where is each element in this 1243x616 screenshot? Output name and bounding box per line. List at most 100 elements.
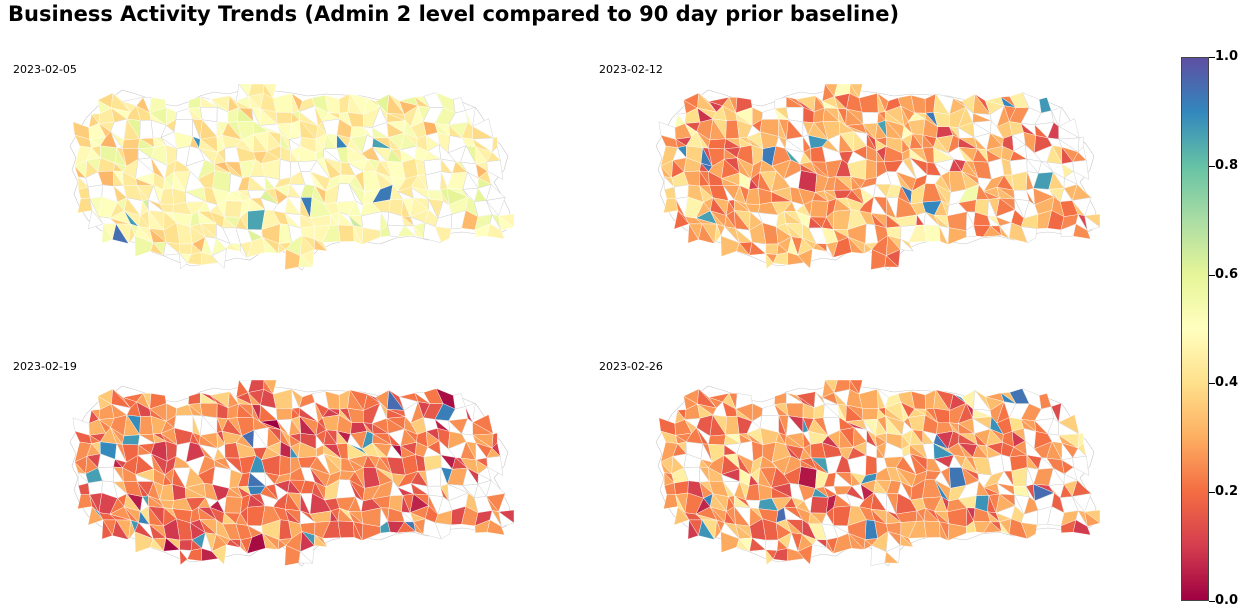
- district-region: [101, 223, 113, 244]
- district-region: [122, 138, 140, 150]
- district-region: [498, 511, 514, 527]
- district-region: [708, 138, 726, 150]
- district-region: [434, 226, 452, 244]
- district-region: [101, 519, 113, 540]
- district-region: [1020, 226, 1038, 244]
- district-region: [698, 519, 716, 540]
- panel-date-label: 2023-02-26: [599, 360, 663, 373]
- district-region: [765, 549, 774, 566]
- district-region: [279, 454, 292, 476]
- district-region: [983, 521, 1003, 534]
- district-region: [749, 537, 767, 552]
- district-region: [939, 521, 949, 541]
- district-region: [353, 225, 363, 245]
- colorbar-tick-label: 0.0: [1215, 593, 1239, 608]
- district-region: [1038, 97, 1052, 114]
- district-region: [199, 107, 218, 123]
- district-region: [87, 184, 103, 199]
- panel-date-label: 2023-02-12: [599, 63, 663, 76]
- choropleth-map: [69, 380, 514, 567]
- district-region: [128, 224, 135, 245]
- district-region: [848, 532, 865, 550]
- district-region: [262, 236, 279, 254]
- district-region: [749, 241, 767, 256]
- district-region: [179, 243, 193, 255]
- district-region: [810, 200, 829, 218]
- figure-title: Business Activity Trends (Admin 2 level …: [8, 2, 900, 26]
- colorbar-tick-label: 0.8: [1215, 157, 1239, 173]
- district-region: [774, 392, 787, 405]
- district-region: [999, 521, 1010, 535]
- district-region: [298, 255, 314, 268]
- district-region: [313, 534, 328, 548]
- district-region: [1072, 519, 1091, 536]
- district-region: [1084, 215, 1100, 231]
- district-region: [863, 539, 873, 550]
- district-region: [188, 392, 201, 405]
- district-region: [112, 519, 130, 540]
- district-region: [810, 496, 829, 514]
- district-region: [1020, 522, 1038, 540]
- district-region: [452, 97, 466, 114]
- district-region: [275, 408, 293, 421]
- district-region: [861, 408, 879, 421]
- district-region: [240, 539, 248, 554]
- district-region: [122, 434, 140, 446]
- district-region: [224, 200, 243, 218]
- district-region: [87, 506, 104, 526]
- district-region: [397, 521, 417, 534]
- district-region: [765, 539, 779, 551]
- colorbar-tick: [1209, 57, 1215, 58]
- colorbar-tick: [1209, 383, 1215, 385]
- district-region: [812, 243, 827, 252]
- district-region: [714, 224, 721, 245]
- district-region: [698, 223, 716, 244]
- district-region: [452, 393, 466, 410]
- district-region: [498, 215, 514, 231]
- district-region: [865, 454, 878, 476]
- district-region: [785, 107, 804, 123]
- district-region: [1072, 160, 1090, 180]
- district-region: [240, 243, 248, 258]
- district-region: [736, 538, 751, 552]
- district-region: [112, 223, 130, 244]
- district-region: [848, 236, 865, 254]
- district-region: [774, 96, 787, 109]
- district-region: [179, 539, 193, 551]
- district-region: [797, 544, 813, 565]
- district-region: [673, 210, 690, 230]
- colorbar-tick: [1209, 601, 1215, 602]
- district-region: [353, 521, 363, 541]
- district-region: [923, 520, 941, 538]
- district-region: [826, 243, 834, 258]
- district-region: [179, 253, 188, 270]
- district-region: [279, 158, 292, 180]
- district-region: [736, 242, 751, 256]
- district-region: [150, 538, 165, 552]
- district-region: [337, 520, 355, 538]
- district-region: [899, 238, 914, 252]
- district-region: [939, 225, 949, 245]
- district-region: [413, 225, 424, 239]
- colorbar-tick-label: 1.0: [1215, 49, 1239, 64]
- district-region: [714, 520, 721, 541]
- colorbar: [1181, 57, 1209, 601]
- district-region: [765, 253, 774, 270]
- district-region: [163, 537, 181, 552]
- district-region: [1072, 223, 1091, 240]
- panel-date-label: 2023-02-19: [13, 360, 77, 373]
- district-region: [826, 539, 834, 554]
- district-region: [128, 520, 135, 541]
- district-region: [486, 160, 504, 180]
- district-region: [87, 210, 104, 230]
- district-region: [224, 496, 243, 514]
- district-region: [812, 539, 827, 548]
- district-region: [150, 242, 165, 256]
- district-region: [313, 238, 328, 252]
- district-region: [673, 184, 689, 199]
- district-region: [163, 241, 181, 256]
- district-region: [87, 480, 103, 495]
- colorbar-tick: [1209, 492, 1215, 494]
- district-region: [486, 223, 505, 240]
- district-region: [708, 434, 726, 446]
